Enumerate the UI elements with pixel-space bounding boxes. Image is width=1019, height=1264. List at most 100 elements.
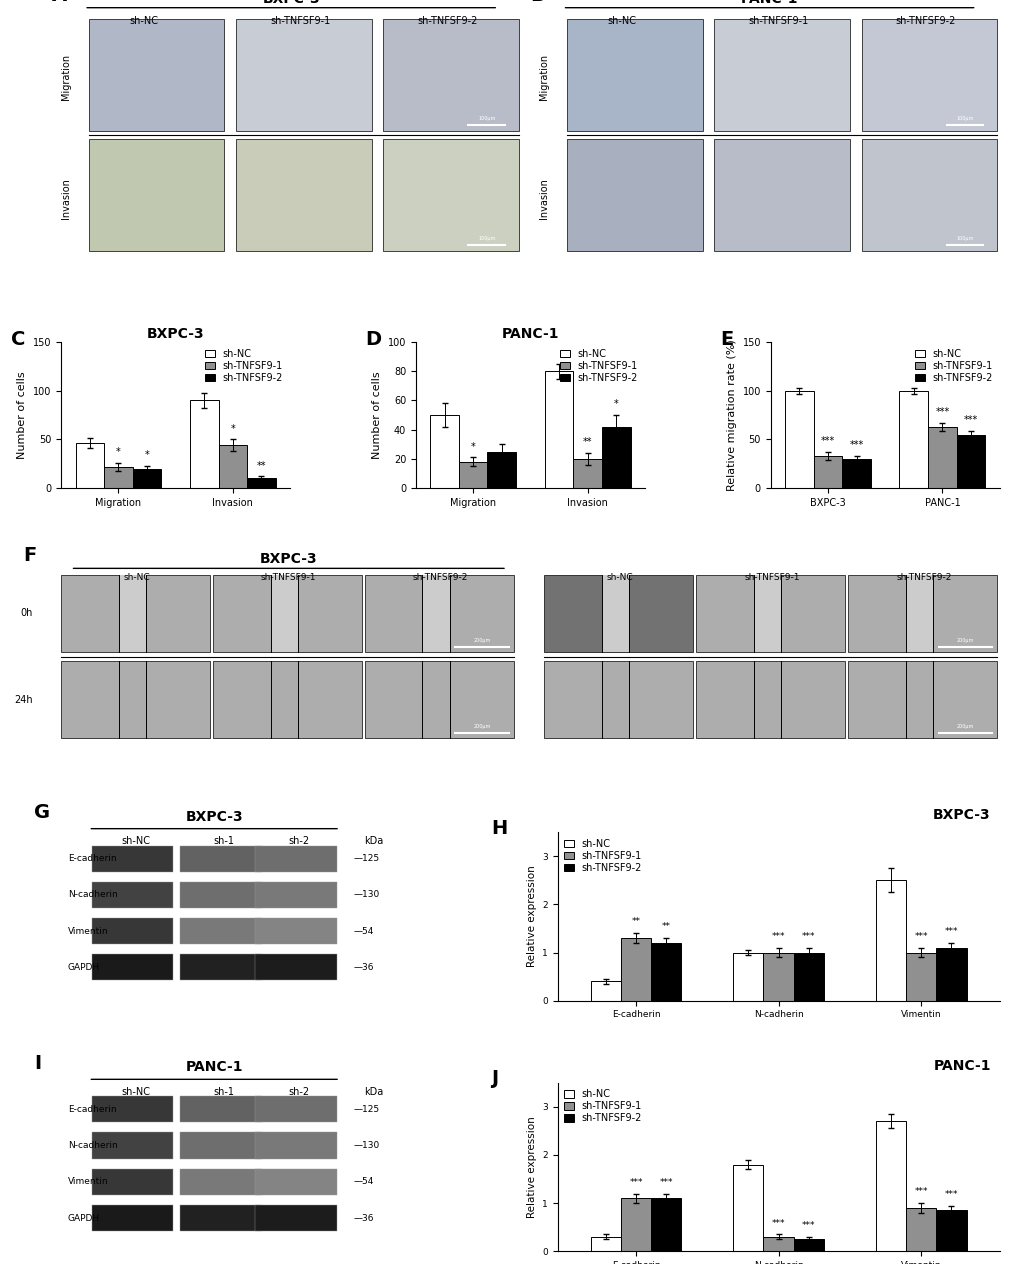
Text: sh-TNFSF9-2: sh-TNFSF9-2 (895, 573, 951, 581)
Bar (601, 575, 629, 652)
Bar (104, 466, 132, 488)
Text: ***: *** (771, 1218, 785, 1227)
Bar (255, 882, 336, 908)
Title: BXPC-3: BXPC-3 (147, 327, 204, 341)
Bar (753, 575, 781, 652)
Text: H: H (491, 819, 507, 838)
Bar (927, 427, 956, 488)
Text: E-cadherin: E-cadherin (68, 1105, 116, 1114)
Text: ***: *** (659, 1178, 673, 1187)
Text: 100μm: 100μm (478, 116, 495, 121)
Bar (875, 880, 905, 1001)
Bar (905, 953, 935, 1001)
Bar (270, 575, 298, 652)
Bar (92, 1133, 173, 1159)
Text: *: * (471, 441, 475, 451)
Text: F: F (23, 546, 37, 565)
Text: C: C (11, 330, 25, 349)
Text: ***: *** (771, 932, 785, 940)
Bar (762, 1237, 793, 1251)
Bar (733, 953, 762, 1001)
Bar (573, 459, 601, 488)
Legend: sh-NC, sh-TNFSF9-1, sh-TNFSF9-2: sh-NC, sh-TNFSF9-1, sh-TNFSF9-2 (557, 346, 639, 384)
Bar (180, 846, 262, 872)
Bar (92, 846, 173, 872)
Text: sh-NC: sh-NC (606, 573, 633, 581)
Bar (255, 1096, 336, 1122)
Bar (180, 1096, 262, 1122)
Text: sh-1: sh-1 (214, 1087, 234, 1097)
Text: PANC-1: PANC-1 (185, 1060, 243, 1074)
Bar (905, 575, 932, 652)
Bar (235, 139, 371, 252)
Bar (92, 1205, 173, 1231)
Bar (255, 1205, 336, 1231)
Text: E-cadherin: E-cadherin (68, 854, 116, 863)
Bar (430, 415, 459, 488)
Bar (590, 981, 621, 1001)
Text: —36: —36 (354, 963, 374, 972)
Text: N-cadherin: N-cadherin (68, 890, 117, 900)
Text: 100μm: 100μm (956, 116, 973, 121)
Bar (132, 469, 161, 488)
Bar (713, 139, 849, 252)
Y-axis label: Number of cells: Number of cells (17, 372, 28, 459)
Bar (92, 1169, 173, 1194)
Bar (713, 19, 849, 131)
Text: BXPC-3: BXPC-3 (932, 808, 989, 822)
Legend: sh-NC, sh-TNFSF9-1, sh-TNFSF9-2: sh-NC, sh-TNFSF9-1, sh-TNFSF9-2 (561, 1087, 644, 1125)
Text: —54: —54 (354, 927, 374, 935)
Text: sh-2: sh-2 (288, 1087, 310, 1097)
Text: ***: *** (629, 1178, 642, 1187)
Text: sh-NC: sh-NC (121, 1087, 151, 1097)
Text: *: * (116, 447, 120, 458)
Text: A: A (52, 0, 67, 5)
Bar (567, 139, 702, 252)
Text: **: ** (257, 460, 266, 470)
Bar (89, 19, 224, 131)
Bar (847, 575, 996, 652)
Bar (696, 661, 845, 738)
Bar (92, 918, 173, 944)
Bar (842, 459, 870, 488)
Bar (61, 661, 210, 738)
Text: kDa: kDa (364, 1087, 383, 1097)
Text: Invasion: Invasion (61, 178, 70, 219)
Text: sh-TNFSF9-2: sh-TNFSF9-2 (413, 573, 468, 581)
Text: **: ** (661, 923, 671, 932)
Bar (255, 918, 336, 944)
Text: —130: —130 (354, 890, 379, 900)
Bar (255, 1133, 336, 1159)
Text: sh-TNFSF9-2: sh-TNFSF9-2 (895, 16, 955, 27)
Bar (459, 461, 487, 488)
Text: Migration: Migration (61, 54, 70, 100)
Text: sh-1: sh-1 (214, 837, 234, 847)
Text: BXPC-3: BXPC-3 (260, 551, 317, 566)
Bar (935, 1211, 966, 1251)
Bar (935, 948, 966, 1001)
Bar (61, 575, 210, 652)
Text: **: ** (582, 437, 592, 447)
Bar (567, 19, 702, 131)
Bar (590, 1237, 621, 1251)
Text: sh-TNFSF9-2: sh-TNFSF9-2 (417, 16, 477, 27)
Text: sh-NC: sh-NC (121, 837, 151, 847)
Text: —125: —125 (354, 1105, 379, 1114)
Text: Invasion: Invasion (539, 178, 548, 219)
Bar (255, 846, 336, 872)
Text: sh-NC: sh-NC (607, 16, 636, 27)
Bar (621, 938, 650, 1001)
Text: BXPC-3: BXPC-3 (262, 0, 320, 6)
Text: G: G (34, 803, 50, 822)
Text: B: B (530, 0, 544, 5)
Text: sh-TNFSF9-1: sh-TNFSF9-1 (744, 573, 799, 581)
Bar (180, 954, 262, 981)
Bar (650, 943, 681, 1001)
Bar (92, 1096, 173, 1122)
Text: ***: *** (801, 1221, 815, 1230)
Text: 200μm: 200μm (956, 724, 973, 729)
Text: ***: *** (820, 436, 835, 446)
Bar (92, 954, 173, 981)
Bar (180, 918, 262, 944)
Text: —130: —130 (354, 1141, 379, 1150)
